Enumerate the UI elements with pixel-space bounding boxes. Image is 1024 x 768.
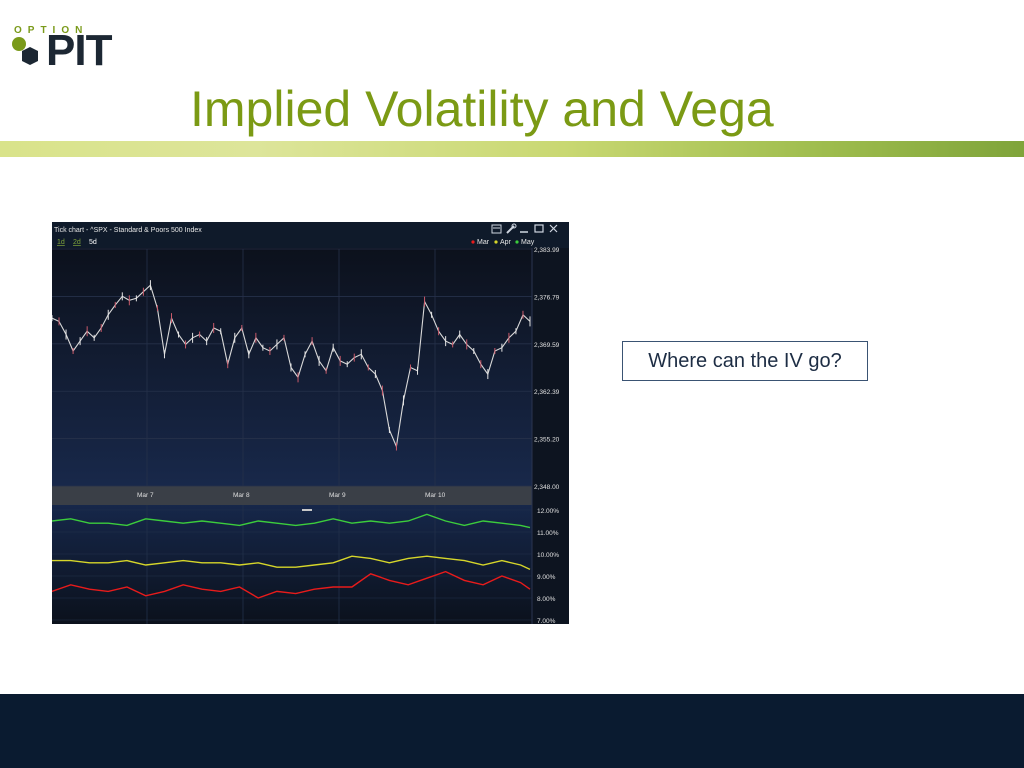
legend-apr-swatch bbox=[494, 240, 498, 244]
logo-mark-icon bbox=[12, 37, 38, 65]
logo-main-text: PIT bbox=[46, 26, 112, 75]
iv-line-apr bbox=[52, 555, 531, 571]
vol-tick-label: 7.00% bbox=[537, 618, 556, 624]
price-panel bbox=[52, 248, 532, 486]
legend-mar: Mar bbox=[477, 239, 490, 246]
vol-tick-label: 8.00% bbox=[537, 596, 556, 603]
legend-mar-swatch bbox=[471, 240, 475, 244]
vol-tick-label: 10.00% bbox=[537, 552, 559, 559]
header-band bbox=[0, 141, 1024, 157]
price-tick-label: 2,348.00 bbox=[534, 484, 560, 491]
legend-may: May bbox=[521, 239, 535, 246]
iv-callout-box: Where can the IV go? bbox=[622, 341, 868, 381]
chart-window-title: Tick chart - ^SPX - Standard & Poors 500… bbox=[54, 227, 202, 234]
price-tick-label: 2,376.79 bbox=[534, 294, 560, 301]
price-tick-label: 2,369.59 bbox=[534, 342, 560, 349]
date-tick-label: Mar 8 bbox=[233, 492, 250, 499]
price-series bbox=[52, 280, 531, 451]
slide-title: Implied Volatility and Vega bbox=[190, 81, 774, 137]
print-icon[interactable] bbox=[491, 224, 502, 234]
vol-tick-label: 11.00% bbox=[537, 530, 559, 537]
legend-apr: Apr bbox=[500, 239, 512, 246]
vol-tick-label: 12.00% bbox=[537, 508, 559, 515]
price-tick-label: 2,355.20 bbox=[534, 437, 560, 444]
iv-line-may bbox=[52, 513, 531, 529]
vol-series bbox=[52, 513, 531, 599]
range-tab-2d[interactable]: 2d bbox=[73, 239, 81, 246]
price-tick-label: 2,383.99 bbox=[534, 247, 560, 254]
tick-chart-window: Tick chart - ^SPX - Standard & Poors 500… bbox=[52, 222, 569, 624]
date-tick-label: Mar 7 bbox=[137, 492, 154, 499]
logo-top-text: OPTION bbox=[14, 25, 89, 36]
range-tab-1d[interactable]: 1d bbox=[57, 239, 65, 246]
iv-line-mar bbox=[52, 570, 531, 599]
footer-bar bbox=[0, 694, 1024, 768]
date-axis-bar bbox=[52, 486, 532, 505]
price-axis-area bbox=[532, 248, 569, 624]
vol-panel bbox=[52, 505, 532, 624]
date-tick-label: Mar 9 bbox=[329, 492, 346, 499]
price-tick-label: 2,362.39 bbox=[534, 389, 560, 396]
vol-legend: Mar Apr May bbox=[471, 239, 535, 246]
title-bar bbox=[52, 222, 569, 248]
vol-tick-label: 9.00% bbox=[537, 574, 556, 581]
scroll-marker[interactable] bbox=[302, 509, 312, 511]
close-icon[interactable] bbox=[549, 224, 558, 233]
range-tab-5d[interactable]: 5d bbox=[89, 239, 97, 246]
tick-chart-svg: Tick chart - ^SPX - Standard & Poors 500… bbox=[52, 222, 569, 624]
date-tick-label: Mar 10 bbox=[425, 492, 446, 499]
maximize-icon[interactable] bbox=[534, 224, 544, 233]
wrench-icon[interactable] bbox=[506, 223, 517, 234]
option-pit-logo: OPTION PIT bbox=[10, 25, 140, 75]
axis-ticks: 2,383.99 2,376.79 2,369.59 2,362.39 2,355.20… bbox=[137, 247, 560, 624]
legend-may-swatch bbox=[515, 240, 519, 244]
